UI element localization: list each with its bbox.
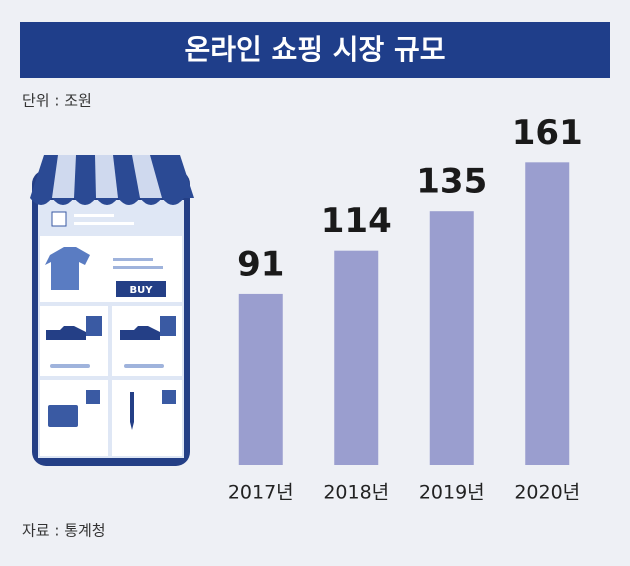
unit-label: 단위 : 조원 <box>22 92 92 110</box>
buy-button-label: BUY <box>130 285 154 296</box>
value-label: 135 <box>416 162 487 202</box>
bar <box>525 162 570 465</box>
bar <box>238 293 283 465</box>
title-banner <box>20 22 610 78</box>
x-tick-label: 2019년 <box>419 482 485 504</box>
value-label: 114 <box>321 201 392 241</box>
x-tick-label: 2020년 <box>514 482 580 504</box>
bar <box>334 250 379 465</box>
source-label: 자료 : 통계청 <box>22 522 106 540</box>
x-tick-label: 2017년 <box>228 482 294 504</box>
phone-illustration: BUY <box>30 155 194 466</box>
value-label: 91 <box>237 244 284 284</box>
chart-title: 온라인 쇼핑 시장 규모 <box>184 33 445 66</box>
value-label: 161 <box>512 113 583 153</box>
bar <box>429 211 474 465</box>
x-tick-label: 2018년 <box>323 482 389 504</box>
